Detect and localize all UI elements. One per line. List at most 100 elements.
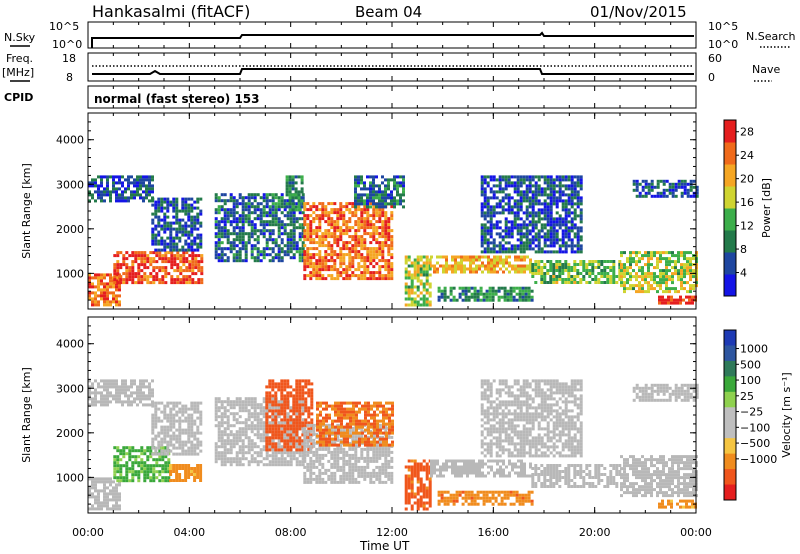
echo-cell [247, 241, 251, 245]
echo-cell [250, 454, 254, 458]
echo-cell [265, 415, 269, 419]
echo-cell [301, 424, 305, 428]
echo-cell [537, 241, 541, 245]
echo-cell [419, 258, 423, 262]
echo-cell [384, 265, 388, 269]
echo-cell [94, 489, 97, 493]
echo-cell [534, 263, 538, 266]
echo-cell [513, 244, 517, 248]
echo-cell [354, 253, 358, 257]
echo-cell [318, 214, 322, 218]
echo-cell [112, 184, 115, 188]
echo-cell [665, 188, 669, 192]
echo-cell [229, 442, 233, 446]
echo-cell [318, 217, 322, 221]
echo-cell [164, 461, 168, 465]
echo-cell [537, 260, 541, 263]
echo-cell [480, 178, 484, 182]
echo-cell [106, 492, 109, 496]
echo-cell [103, 294, 106, 298]
echo-cell [445, 261, 448, 265]
echo-cell [184, 467, 188, 470]
echo-cell [531, 211, 535, 215]
echo-cell [372, 274, 376, 278]
echo-cell [97, 501, 100, 505]
echo-cell [151, 404, 155, 408]
echo-cell [253, 244, 257, 248]
echo-cell [312, 211, 316, 215]
echo-cell [292, 433, 296, 437]
echo-cell [295, 430, 299, 434]
echo-cell [214, 196, 218, 200]
echo-cell [564, 223, 568, 227]
echo-cell [97, 400, 100, 404]
echo-cell [241, 451, 245, 455]
echo-cell [160, 419, 164, 423]
echo-cell [280, 403, 284, 407]
echo-cell [366, 217, 370, 221]
echo-cell [223, 460, 227, 464]
echo-cell [292, 211, 296, 215]
echo-cell [91, 303, 94, 307]
echo-cell [333, 241, 337, 245]
echo-cell [481, 270, 484, 274]
echo-cell [181, 209, 185, 213]
echo-cell [309, 274, 313, 278]
echo-cell [152, 473, 156, 477]
echo-cell [493, 270, 496, 274]
echo-cell [413, 303, 417, 307]
echo-cell [268, 238, 272, 242]
echo-cell [277, 439, 281, 443]
echo-cell [94, 495, 97, 499]
echo-cell [363, 232, 367, 236]
echo-cell [342, 262, 346, 266]
echo-cell [659, 275, 662, 279]
echo-cell [549, 250, 553, 254]
echo-cell [220, 439, 224, 443]
echo-cell [480, 205, 484, 209]
echo-cell [540, 211, 544, 215]
echo-cell [181, 197, 185, 201]
echo-cell [199, 464, 203, 467]
echo-cell [483, 196, 487, 200]
echo-cell [133, 379, 136, 383]
echo-cell [112, 300, 115, 304]
echo-cell [199, 242, 203, 246]
echo-cell [226, 436, 230, 440]
echo-cell [232, 217, 236, 221]
echo-cell [100, 279, 103, 283]
echo-cell [402, 184, 405, 188]
echo-cell [232, 433, 236, 437]
echo-cell [390, 277, 394, 281]
echo-cell [683, 275, 686, 279]
echo-cell [295, 226, 299, 230]
echo-cell [124, 382, 127, 386]
echo-cell [142, 196, 145, 200]
echo-cell [303, 217, 307, 221]
echo-cell [422, 270, 426, 274]
echo-cell [594, 275, 598, 278]
echo-cell [286, 385, 290, 389]
echo-cell [567, 263, 571, 266]
echo-cell [469, 261, 472, 265]
echo-cell [160, 224, 164, 228]
echo-cell [173, 263, 177, 267]
echo-cell [576, 263, 580, 266]
echo-cell [425, 273, 429, 277]
echo-cell [464, 295, 468, 299]
echo-cell [259, 448, 263, 452]
echo-cell [250, 439, 254, 443]
echo-cell [360, 193, 363, 197]
echo-cell [166, 440, 170, 444]
echo-cell [497, 298, 501, 302]
echo-cell [363, 202, 366, 206]
echo-cell [549, 241, 553, 245]
echo-cell [247, 196, 251, 200]
echo-cell [473, 298, 477, 302]
echo-cell [244, 241, 248, 245]
echo-cell [148, 397, 151, 401]
echo-cell [307, 421, 311, 425]
echo-cell [145, 175, 148, 179]
echo-cell [229, 244, 233, 248]
echo-cell [196, 410, 200, 414]
